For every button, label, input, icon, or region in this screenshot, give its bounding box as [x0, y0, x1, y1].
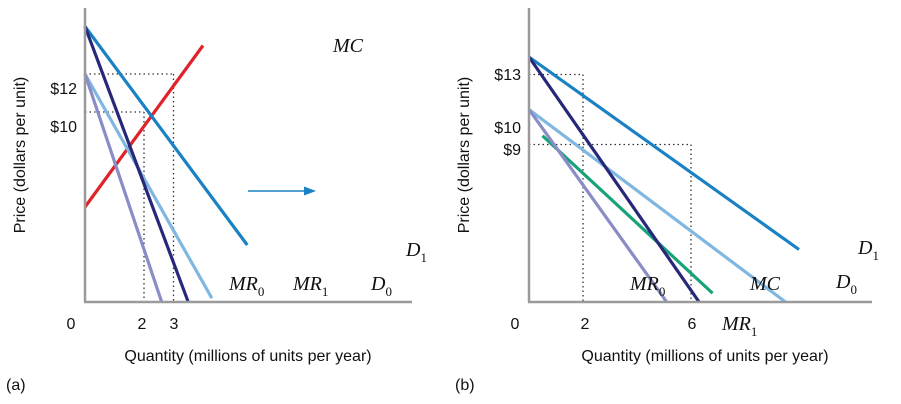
panel-b-chart: 0 2 6 $13 $10 $9 Quantity (millions of u…: [455, 8, 879, 394]
panel-b-mc-label: MC: [749, 273, 781, 295]
panel-a-mr1-label: MR1: [292, 273, 328, 299]
panel-a-y-tick-12: $12: [50, 81, 77, 98]
panel-b-mc-line: [541, 134, 714, 295]
panel-b-x-tick-2: 2: [581, 316, 590, 333]
panel-b-guides: [529, 73, 692, 302]
panel-a-d0-label: D0: [370, 273, 392, 299]
panel-b-mr0-line: [527, 108, 669, 303]
panel-a-curves: [83, 25, 249, 303]
panel-a-mr1-line: [83, 25, 190, 303]
panel-b-x-tick-6: 6: [688, 316, 697, 333]
panel-a-x-tick-0: 0: [67, 316, 76, 333]
panel-b-x-axis-label: Quantity (millions of units per year): [581, 348, 828, 365]
panel-a-x-axis-label: Quantity (millions of units per year): [124, 348, 371, 365]
panel-a-mr0-line: [83, 73, 164, 303]
panel-b-y-tick-13: $13: [494, 67, 521, 84]
panel-b-d1-label: D1: [857, 237, 879, 263]
panel-b-y-axis-label: Price (dollars per unit): [456, 77, 473, 234]
panel-b-d0-label: D0: [835, 271, 857, 297]
panel-b-y-tick-9: $9: [503, 142, 521, 159]
panel-a-mc-label: MC: [332, 35, 364, 57]
panel-b-d0-line: [528, 108, 787, 304]
panel-a-mc-line: [83, 44, 205, 208]
panel-b-curves: [527, 55, 800, 304]
panel-a-y-tick-10: $10: [50, 119, 77, 136]
panel-b-mr1-line: [527, 56, 701, 303]
panel-a-label: (a): [6, 377, 26, 394]
panel-a-chart: 0 2 3 $12 $10 Quantity (millions of unit…: [6, 8, 427, 394]
panel-a-y-axis-label: Price (dollars per unit): [12, 77, 29, 234]
panel-b-mr1-label: MR1: [721, 313, 757, 339]
panel-b-label: (b): [455, 377, 475, 394]
panel-a-d1-label: D1: [405, 239, 427, 265]
panel-a-x-tick-2: 2: [138, 316, 147, 333]
panel-a-x-tick-3: 3: [170, 316, 179, 333]
panel-a-d1-line: [83, 25, 249, 246]
panel-a-mr0-label: MR0: [228, 273, 264, 299]
panel-a-shift-arrowhead: [304, 186, 316, 196]
panel-b-x-tick-0: 0: [511, 316, 520, 333]
panel-b-d1-line: [528, 55, 800, 251]
panel-a-d0-line: [83, 73, 214, 299]
panel-b-mr0-label: MR0: [629, 273, 665, 299]
panel-b-y-tick-10: $10: [494, 120, 521, 137]
